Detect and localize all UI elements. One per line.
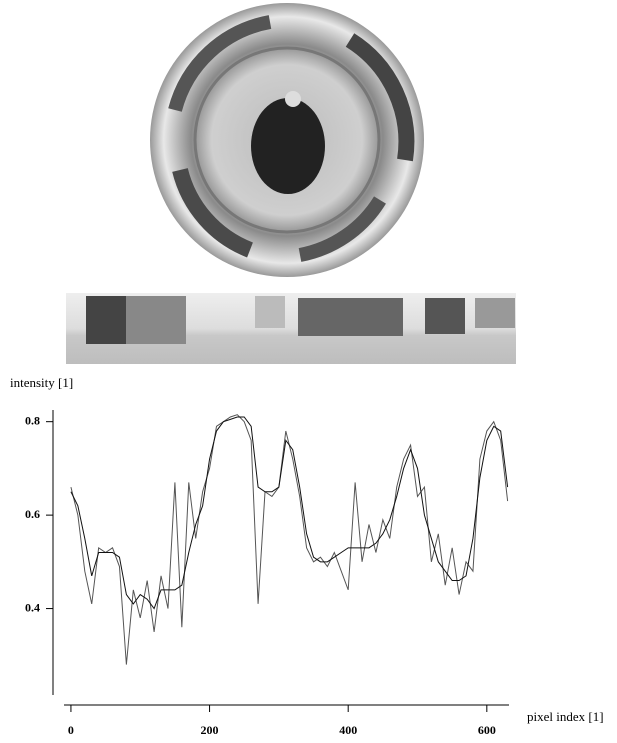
- fisheye-image: [150, 3, 424, 277]
- y-tick-label: 0.6: [25, 507, 40, 521]
- y-axis-label: intensity [1]: [10, 375, 73, 390]
- data-line: [71, 417, 508, 609]
- panorama-image: [66, 293, 516, 364]
- x-axis-label: pixel index [1]: [527, 709, 604, 724]
- y-tick-label: 0.4: [25, 600, 40, 614]
- data-line: [71, 415, 508, 665]
- x-tick-label: 600: [478, 723, 496, 737]
- figure: intensity [1] pixel index [1] 0.4 0.6 0.8 0…: [0, 0, 617, 743]
- x-tick-label: 200: [201, 723, 219, 737]
- y-tick-label: 0.8: [25, 413, 40, 427]
- x-tick-label: 0: [68, 723, 74, 737]
- x-tick-label: 400: [339, 723, 357, 737]
